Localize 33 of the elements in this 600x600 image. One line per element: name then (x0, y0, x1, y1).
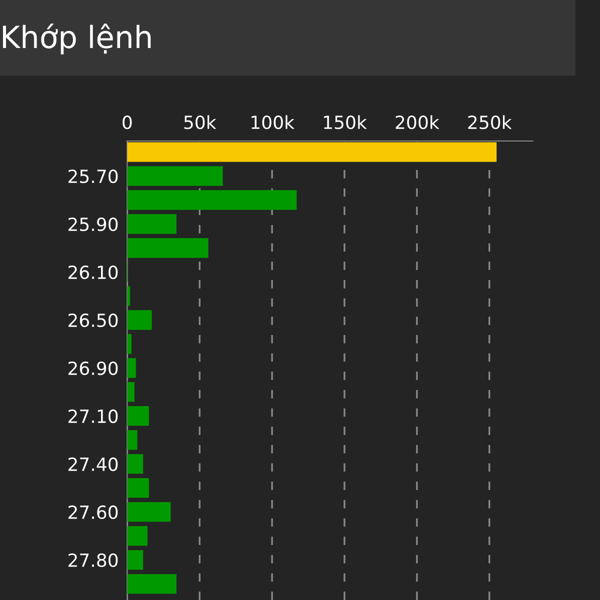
y-tick-label: 27.60 (68, 505, 118, 520)
bar (127, 382, 134, 402)
y-tick-label: 27.80 (68, 553, 118, 568)
chart-title: Khớp lệnh (3, 24, 151, 54)
bar (127, 526, 148, 546)
y-tick-label: 26.10 (68, 265, 118, 280)
y-tick-label: 27.10 (68, 409, 118, 424)
bar (127, 550, 144, 570)
y-tick-label: 26.90 (68, 361, 118, 376)
y-tick-label: 27.40 (68, 457, 118, 472)
x-tick-label: 100k (252, 115, 294, 130)
bar (127, 310, 152, 330)
bar (127, 238, 208, 258)
y-tick-label: 25.90 (68, 217, 118, 232)
bar (127, 142, 497, 162)
y-tick-label: 25.70 (68, 169, 118, 184)
x-tick-label: 50k (184, 115, 216, 130)
x-tick-label: 200k (396, 115, 440, 130)
bar (127, 574, 176, 594)
bar (127, 502, 171, 522)
bar (127, 430, 138, 450)
y-tick-label: 26.50 (68, 313, 118, 328)
bar (127, 166, 223, 186)
bar (127, 406, 149, 426)
bar (127, 358, 136, 378)
x-tick-label: 250k (468, 115, 512, 130)
bar (127, 454, 144, 474)
bar (127, 190, 297, 210)
bar (127, 478, 149, 498)
bar (127, 334, 132, 354)
bar (127, 214, 176, 234)
x-tick-label: 0 (122, 116, 132, 130)
x-tick-label: 150k (324, 115, 367, 130)
